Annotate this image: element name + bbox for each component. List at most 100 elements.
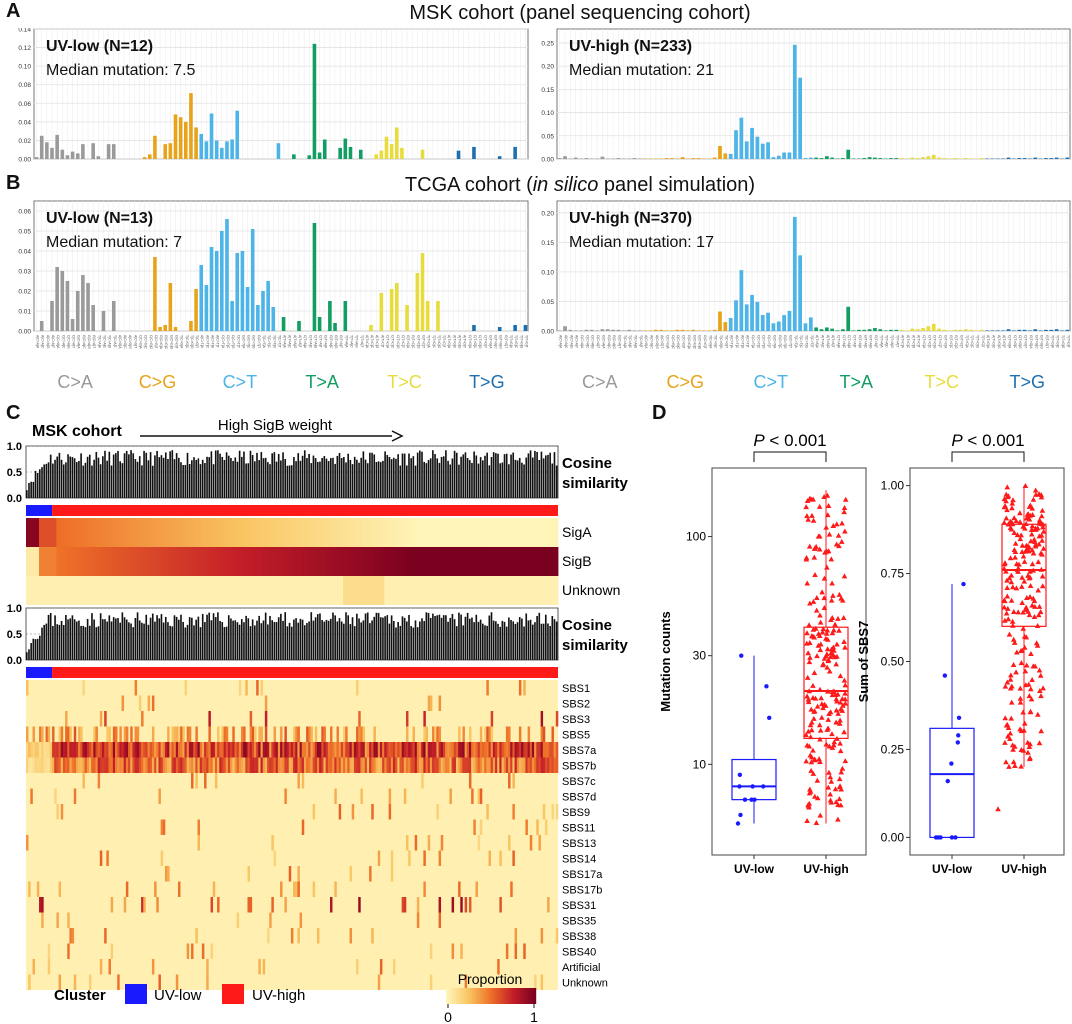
cosine-bar: [327, 461, 330, 498]
sig-cell: [221, 576, 224, 605]
uv-high-point: [1038, 532, 1045, 538]
sbs-cell: [330, 742, 333, 758]
context-label: T[T>C]G: [975, 335, 979, 348]
spectrum-bar: [670, 330, 674, 331]
sig-cell: [130, 518, 133, 547]
sig-cell: [373, 518, 376, 547]
sbs-cell: [293, 757, 296, 773]
sbs-cell: [251, 742, 255, 758]
scale-step: [502, 988, 505, 1004]
sbs-cell: [544, 819, 548, 835]
sbs-cell: [440, 835, 444, 851]
uv-high-point: [1039, 551, 1045, 557]
sbs-cell: [416, 897, 420, 913]
sbs-cell: [110, 757, 114, 773]
sbs-cell: [254, 757, 257, 773]
sbs-cell: [247, 897, 250, 913]
y-tick-label: 0.00: [18, 329, 31, 336]
sbs-cell: [106, 726, 109, 742]
spectrum-bar: [600, 329, 605, 331]
sbs-cell: [440, 757, 444, 773]
sig-cell: [128, 547, 131, 576]
sbs-cell: [171, 742, 174, 758]
sbs-cell: [297, 866, 300, 882]
cosine-bar: [501, 462, 504, 498]
sbs-cell: [423, 850, 426, 866]
cosine-bar: [455, 452, 458, 498]
spectrum-bar: [256, 305, 260, 331]
uv-high-point: [836, 784, 843, 790]
spectrum-bar: [621, 330, 626, 331]
sig-cell: [534, 547, 537, 576]
spectrum-bar: [664, 158, 669, 159]
sig-cell: [143, 547, 146, 576]
spectrum-bar: [214, 251, 219, 331]
sbs-cell: [484, 757, 487, 773]
sig-cell: [88, 547, 92, 576]
sbs-cell: [156, 757, 159, 773]
cosine-bar: [312, 620, 315, 660]
sig-cell: [39, 576, 42, 605]
uv-high-point: [804, 640, 810, 646]
cosine-bar: [432, 450, 434, 498]
sbs-cell: [527, 726, 531, 742]
sig-cell: [145, 547, 148, 576]
cosine-bar: [514, 623, 517, 660]
sbs-cell: [188, 742, 192, 758]
panel-b-title-italic: in silico: [532, 174, 599, 196]
context-label: C[C>G]T: [682, 335, 686, 348]
sig-cell: [490, 547, 494, 576]
sig-cell: [518, 518, 522, 547]
sbs-cell: [230, 742, 233, 758]
sig-cell: [117, 547, 120, 576]
cosine-bar: [58, 452, 61, 498]
y-tick-label: 30: [693, 649, 707, 663]
cosine-tick: 0.5: [7, 467, 22, 479]
sbs-cell: [191, 742, 194, 758]
uv-high-point: [1038, 728, 1045, 734]
sig-cell: [106, 547, 109, 576]
uv-high-point: [803, 504, 809, 510]
sig-cell: [464, 547, 468, 576]
cosine-bar: [358, 618, 360, 660]
sbs-row-label: SBS14: [562, 854, 596, 866]
spectrum-bar: [75, 291, 80, 331]
spectrum-bar: [369, 325, 373, 331]
sbs-cell: [540, 742, 544, 758]
sbs-cell: [436, 757, 439, 773]
sig-cell: [86, 518, 90, 547]
sig-cell: [88, 576, 92, 605]
sig-cell: [482, 576, 485, 605]
scale-step: [466, 988, 469, 1004]
sbs-cell: [271, 897, 274, 913]
sbs-cell: [73, 788, 77, 804]
sbs-cell: [221, 726, 224, 742]
scale-step: [514, 988, 517, 1004]
sig-cell: [36, 576, 40, 605]
uv-high-point: [1026, 612, 1033, 618]
sig-cell: [199, 518, 203, 547]
scale-step: [520, 988, 523, 1004]
sbs-cell: [45, 742, 49, 758]
sbs-cell: [308, 742, 311, 758]
sbs-row-label: SBS7b: [562, 761, 596, 773]
sbs-cell: [78, 757, 81, 773]
spectrum-bar: [947, 330, 952, 331]
sbs-cell: [356, 726, 359, 742]
uv-high-point: [1011, 547, 1018, 553]
cosine-bar: [167, 622, 169, 660]
sig-cell: [217, 576, 220, 605]
sig-cell: [234, 547, 238, 576]
sig-cell: [60, 518, 64, 547]
cosine-bar: [495, 453, 497, 498]
sbs-cell: [460, 757, 463, 773]
sbs-cell: [412, 757, 415, 773]
uv-high-point: [1029, 676, 1035, 682]
cosine-label-2: similarity: [562, 637, 629, 654]
sig-cell: [449, 547, 452, 576]
spectrum-bar: [787, 310, 792, 331]
sbs-cell: [514, 943, 518, 959]
sbs-cell: [453, 742, 457, 758]
sig-cell: [473, 547, 476, 576]
cosine-bar: [227, 615, 230, 660]
